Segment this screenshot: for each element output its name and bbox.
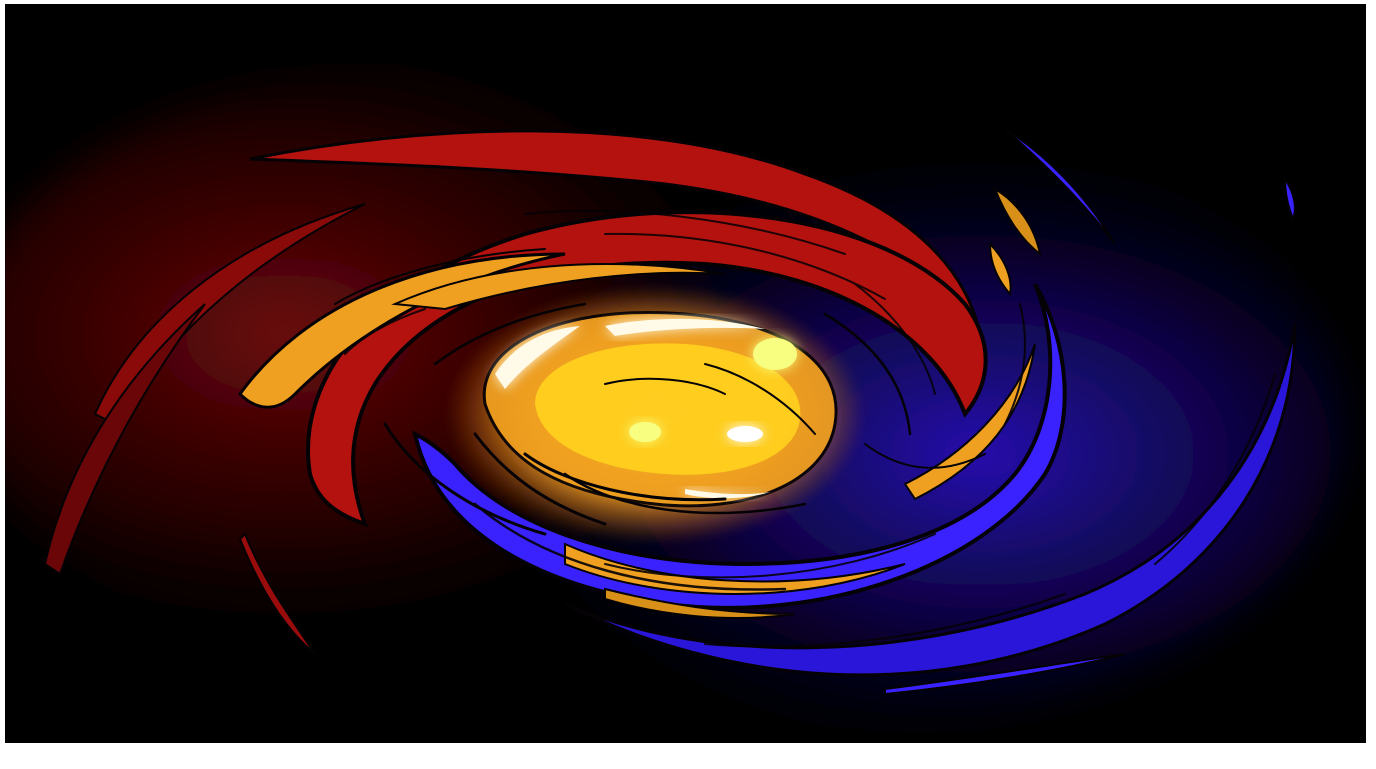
artwork-frame [5, 4, 1366, 743]
far-red-streak [43, 303, 206, 576]
orange-band-lower2 [604, 587, 796, 620]
yellow-hotspot-center [629, 422, 661, 442]
white-highlight-left [495, 326, 580, 389]
orange-band-top [391, 263, 726, 311]
yellow-hotspot-right [753, 338, 797, 370]
orange-band-upper [238, 252, 566, 409]
orange-band-right [903, 343, 1036, 501]
blue-outer-arm [564, 323, 1297, 677]
blue-upper-streak [1004, 128, 1116, 245]
orange-fleck-right [988, 241, 1012, 297]
orange-fleck-upper-right [992, 186, 1042, 257]
blue-bottom-streak [884, 653, 1126, 696]
spiral-swirl-image [5, 64, 1345, 724]
lower-red-tail [238, 532, 316, 655]
red-texture-strokes [344, 209, 936, 395]
blue-right-streak [1283, 175, 1296, 222]
core-yellow [535, 343, 801, 475]
white-highlight-bottom [685, 489, 770, 499]
blue-texture-strokes [473, 303, 1276, 648]
white-hotspot-center [727, 426, 763, 442]
core-texture-strokes [334, 248, 986, 536]
white-highlight-top [605, 318, 765, 336]
